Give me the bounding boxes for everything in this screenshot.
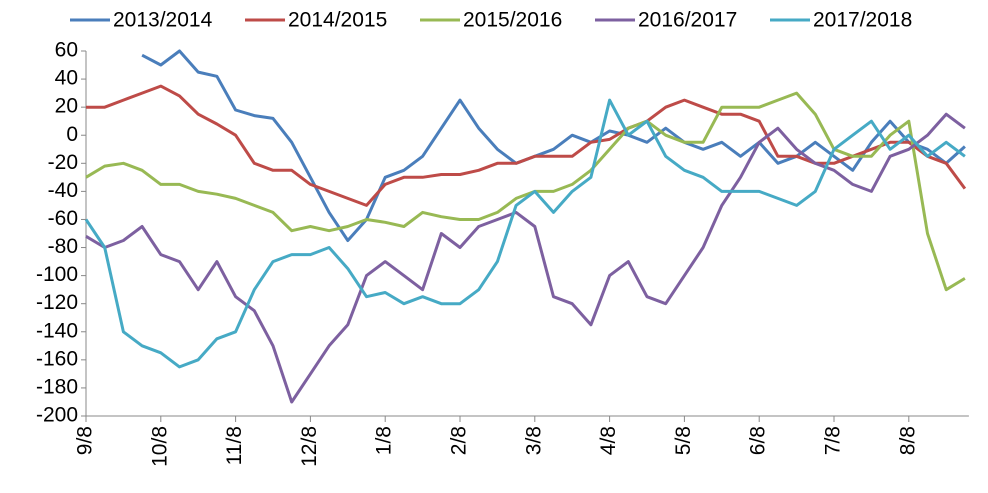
y-tick-label: -60 [48,207,78,230]
series-line [85,112,966,404]
legend-label: 2015/2016 [463,9,562,32]
y-tick-label: 60 [55,39,78,62]
legend-label: 2014/2015 [288,9,387,32]
x-tick-label: 11/8 [223,426,246,465]
y-tick-label: -20 [48,151,78,174]
x-tick-label: 6/8 [747,426,770,455]
y-tick-label: -40 [48,179,78,202]
x-tick-label: 9/8 [74,426,97,455]
y-tick-label: -180 [36,375,78,398]
x-tick-label: 4/8 [597,426,620,455]
y-tick-label: -200 [36,404,78,427]
y-tick-label: 0 [66,123,78,146]
x-tick-label: 8/8 [896,426,919,455]
legend-label: 2016/2017 [638,9,737,32]
x-tick-label: 7/8 [822,426,845,455]
y-tick-label: -140 [36,319,78,342]
x-tick-label: 12/8 [298,426,321,467]
x-tick-label: 5/8 [672,426,695,455]
x-tick-label: 10/8 [148,426,171,467]
y-tick-label: -160 [36,347,78,370]
x-tick-label: 2/8 [448,426,471,455]
series-line [84,98,966,369]
series-line [141,49,966,242]
y-tick-label: -100 [36,263,78,286]
y-tick-label: 20 [55,95,78,118]
legend-label: 2017/2018 [813,9,912,32]
y-tick-label: 40 [55,67,78,90]
y-tick-label: -80 [48,235,78,258]
legend-label: 2013/2014 [113,9,213,32]
series-line [85,91,966,292]
x-tick-label: 3/8 [522,426,545,455]
x-tick-label: 1/8 [373,426,396,455]
y-tick-label: -120 [36,291,78,314]
